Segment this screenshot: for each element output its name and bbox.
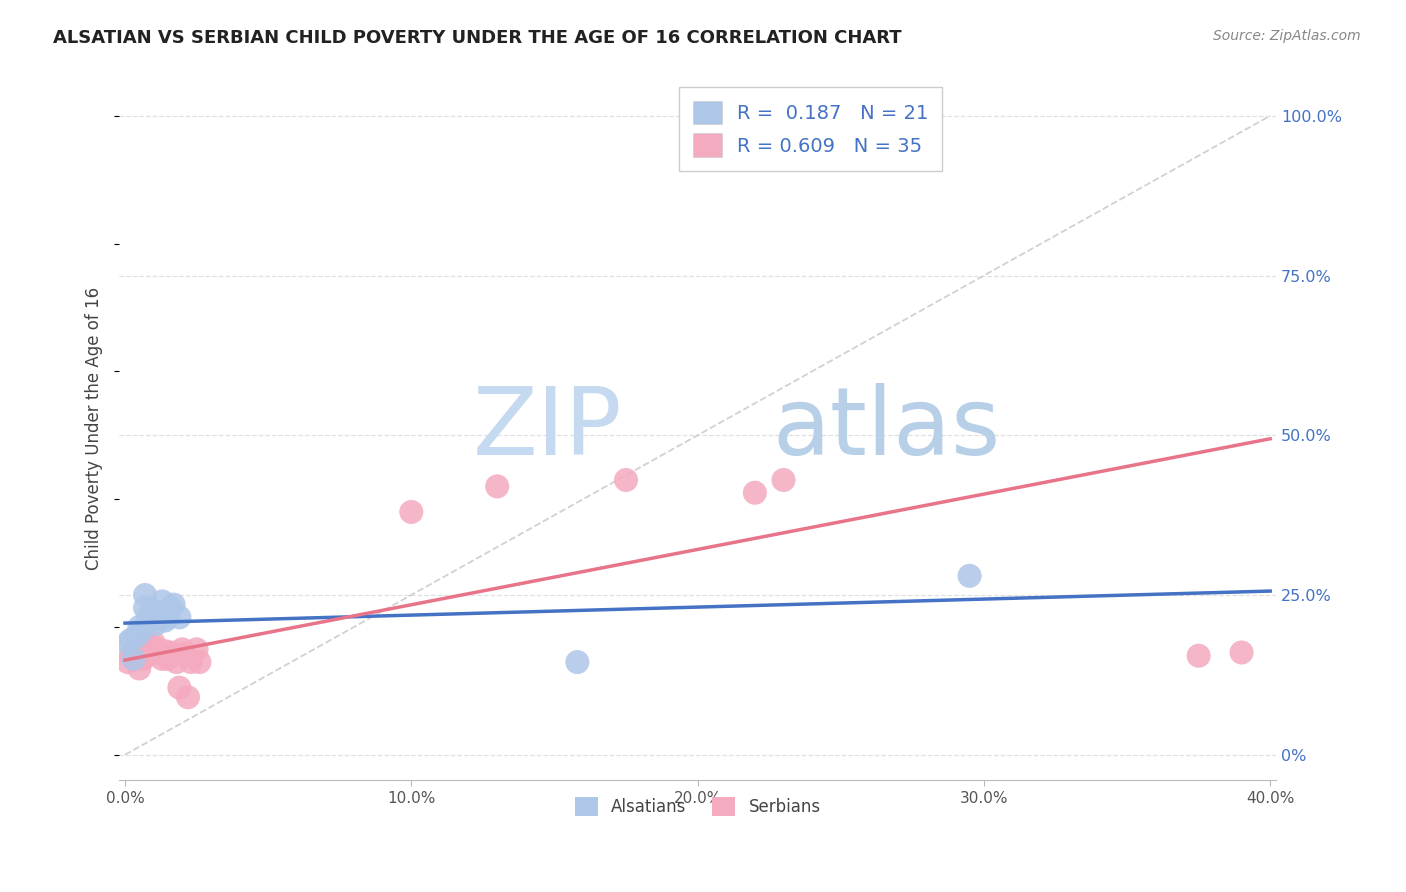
Point — [150, 652, 173, 666]
Point — [174, 647, 197, 661]
Point — [131, 652, 153, 666]
Point — [134, 600, 156, 615]
Point — [177, 690, 200, 705]
Point — [125, 642, 148, 657]
Point — [188, 655, 211, 669]
Point — [401, 505, 423, 519]
Point — [139, 614, 162, 628]
Point — [120, 648, 142, 663]
Point — [169, 681, 191, 695]
Point — [163, 647, 186, 661]
Point — [136, 610, 159, 624]
Point — [159, 600, 181, 615]
Point — [614, 473, 637, 487]
Point — [142, 604, 165, 618]
Legend: Alsatians, Serbians: Alsatians, Serbians — [567, 789, 830, 825]
Point — [159, 646, 181, 660]
Point — [166, 655, 188, 669]
Point — [128, 646, 150, 660]
Point — [150, 594, 173, 608]
Text: Source: ZipAtlas.com: Source: ZipAtlas.com — [1213, 29, 1361, 43]
Point — [148, 646, 170, 660]
Point — [128, 661, 150, 675]
Point — [134, 588, 156, 602]
Point — [163, 598, 186, 612]
Point — [772, 473, 794, 487]
Point — [1230, 646, 1253, 660]
Point — [186, 642, 208, 657]
Point — [117, 655, 139, 669]
Point — [567, 655, 589, 669]
Point — [180, 655, 202, 669]
Text: atlas: atlas — [773, 383, 1001, 475]
Point — [120, 632, 142, 647]
Point — [1188, 648, 1211, 663]
Point — [122, 646, 145, 660]
Point — [486, 479, 509, 493]
Point — [122, 652, 145, 666]
Point — [156, 652, 179, 666]
Point — [139, 639, 162, 653]
Point — [125, 630, 148, 644]
Text: ALSATIAN VS SERBIAN CHILD POVERTY UNDER THE AGE OF 16 CORRELATION CHART: ALSATIAN VS SERBIAN CHILD POVERTY UNDER … — [53, 29, 903, 46]
Point — [136, 648, 159, 663]
Point — [959, 569, 981, 583]
Point — [172, 642, 194, 657]
Point — [744, 485, 766, 500]
Point — [142, 636, 165, 650]
Point — [145, 616, 167, 631]
Point — [156, 610, 179, 624]
Point — [134, 642, 156, 657]
Point — [131, 623, 153, 637]
Text: ZIP: ZIP — [472, 383, 623, 475]
Point — [148, 610, 170, 624]
Y-axis label: Child Poverty Under the Age of 16: Child Poverty Under the Age of 16 — [86, 287, 103, 570]
Point — [136, 642, 159, 657]
Point — [117, 636, 139, 650]
Point — [153, 644, 176, 658]
Point — [153, 614, 176, 628]
Point — [128, 620, 150, 634]
Point — [169, 610, 191, 624]
Point — [145, 642, 167, 657]
